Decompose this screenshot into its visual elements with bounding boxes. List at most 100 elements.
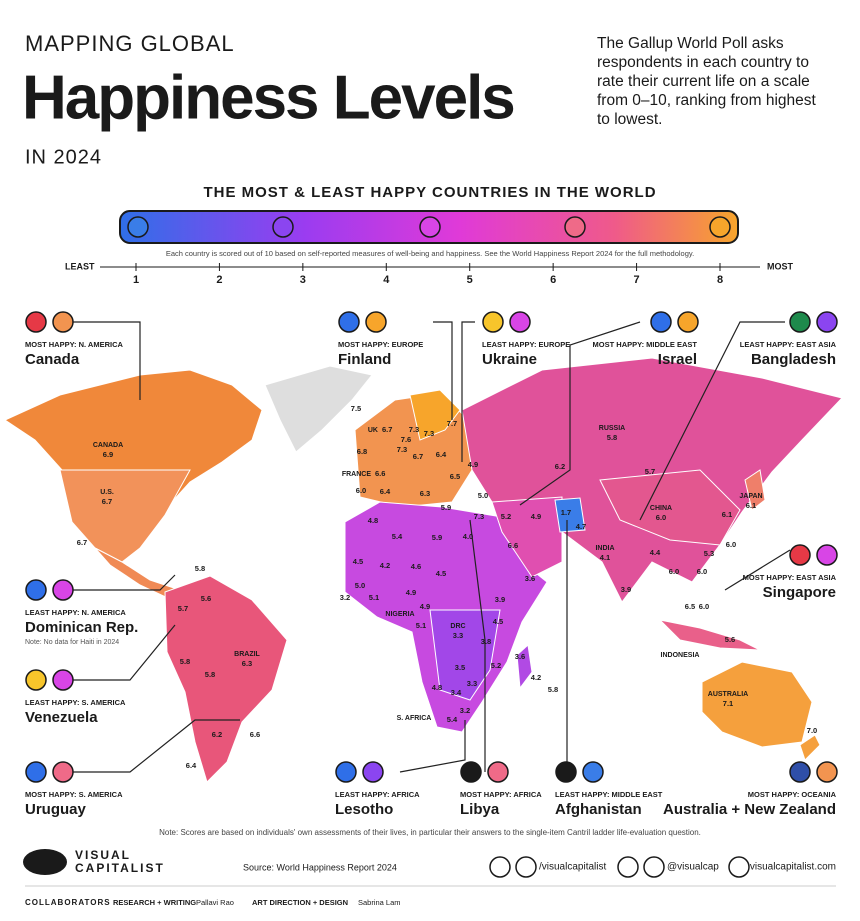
callout-name: Uruguay — [25, 801, 87, 818]
country-score: 4.5 — [353, 557, 363, 566]
callout-tag: MOST HAPPY: EAST ASIA — [743, 573, 837, 582]
callout-tag: LEAST HAPPY: EUROPE — [482, 340, 570, 349]
country-score: 3.3 — [467, 679, 477, 688]
country-score: 3.9 — [495, 595, 505, 604]
country-label: U.S. — [100, 489, 114, 496]
flag-icon — [25, 761, 47, 783]
callout-name: Libya — [460, 801, 500, 818]
country-score: 6.3 — [242, 659, 252, 668]
country-score: 6.7 — [413, 452, 423, 461]
flag-icon — [460, 761, 482, 783]
country-score: 6.1 — [722, 510, 732, 519]
country-label: S. AFRICA — [397, 715, 432, 722]
country-score: 4.9 — [420, 602, 430, 611]
callout-tag: MOST HAPPY: MIDDLE EAST — [593, 340, 698, 349]
country-score: 5.8 — [607, 433, 617, 442]
description-line: to lowest. — [597, 111, 662, 128]
site: visualcapitalist.com — [750, 862, 836, 873]
country-score: 3.9 — [621, 585, 631, 594]
country-label: FRANCE — [342, 471, 371, 478]
country-score: 7.7 — [447, 419, 457, 428]
callout-tag: LEAST HAPPY: MIDDLE EAST — [555, 790, 663, 799]
callout-tag: LEAST HAPPY: EAST ASIA — [740, 340, 837, 349]
country-score: 6.0 — [699, 602, 709, 611]
country-score: 7.6 — [401, 435, 411, 444]
flag-icon — [482, 311, 504, 333]
callout-tag: LEAST HAPPY: N. AMERICA — [25, 608, 126, 617]
country-score: 4.8 — [368, 516, 378, 525]
tick-label: 6 — [550, 274, 556, 286]
country-score: 5.8 — [205, 670, 215, 679]
country-score: 6.0 — [697, 567, 707, 576]
callout-name: Lesotho — [335, 801, 393, 818]
country-score: 6.7 — [77, 538, 87, 547]
tick-label: 4 — [383, 274, 390, 286]
scale-title: THE MOST & LEAST HAPPY COUNTRIES IN THE … — [203, 184, 656, 201]
face-icon — [816, 544, 838, 566]
country-score: 7.3 — [409, 425, 419, 434]
country-score: 6.1 — [746, 501, 756, 510]
leader-lines — [70, 321, 791, 773]
country-score: 7.1 — [723, 699, 733, 708]
country-score: 3.6 — [525, 574, 535, 583]
callout-name: Ukraine — [482, 351, 537, 368]
tick-label: 7 — [634, 274, 640, 286]
face-icon — [487, 761, 509, 783]
subtitle: IN 2024 — [25, 146, 102, 168]
role: RESEARCH + WRITING — [113, 898, 196, 907]
country-score: 4.9 — [468, 460, 478, 469]
flag-icon — [789, 544, 811, 566]
country-label: NIGERIA — [385, 611, 414, 618]
flag-icon — [25, 311, 47, 333]
country-score: 5.7 — [645, 467, 655, 476]
country-score: 6.0 — [656, 513, 666, 522]
callout-name: Dominican Rep. — [25, 619, 138, 636]
country-score: 5.9 — [441, 503, 451, 512]
country-label: DRC — [450, 623, 465, 630]
country-score: 7.3 — [424, 429, 434, 438]
country-score: 7.3 — [474, 512, 484, 521]
tick-label: 2 — [216, 274, 222, 286]
face-icon — [582, 761, 604, 783]
country-label: INDIA — [595, 545, 614, 552]
social-icons — [489, 856, 750, 878]
country-label: AUSTRALIA — [708, 691, 748, 698]
country-score: 5.3 — [704, 549, 714, 558]
flag-icon — [335, 761, 357, 783]
country-score: 4.6 — [411, 562, 421, 571]
country-label: RUSSIA — [599, 425, 625, 432]
flag-icon — [338, 311, 360, 333]
country-score: 4.2 — [380, 561, 390, 570]
person: Pallavi Rao — [196, 898, 234, 907]
country-score: 6.4 — [186, 761, 197, 770]
country-score: 6.7 — [382, 425, 392, 434]
logo-mark — [23, 849, 67, 875]
country-score: 7.0 — [807, 726, 817, 735]
country-score: 5.6 — [201, 594, 211, 603]
country-score: 6.5 — [450, 472, 460, 481]
country-score: 5.4 — [447, 715, 458, 724]
country-score: 5.0 — [355, 581, 365, 590]
country-score: 5.6 — [725, 635, 735, 644]
country-score: 3.8 — [481, 637, 491, 646]
country-score: 5.8 — [195, 564, 205, 573]
handle: /visualcapitalist — [539, 862, 606, 873]
country-score: 4.7 — [576, 522, 586, 531]
callout-tag: MOST HAPPY: EUROPE — [338, 340, 423, 349]
country-score: 6.0 — [669, 567, 679, 576]
callout-tag: MOST HAPPY: AFRICA — [460, 790, 542, 799]
callout-note: Note: No data for Haiti in 2024 — [25, 639, 119, 646]
callout-tag: MOST HAPPY: OCEANIA — [748, 790, 837, 799]
country-label: CHINA — [650, 505, 672, 512]
flag-icon — [789, 311, 811, 333]
most-label: MOST — [767, 261, 794, 271]
country-label: JAPAN — [739, 493, 762, 500]
callout-name: Finland — [338, 351, 391, 368]
country-score: 6.6 — [250, 730, 260, 739]
flag-icon — [789, 761, 811, 783]
country-score: 3.5 — [455, 663, 465, 672]
country-score: 6.0 — [356, 486, 366, 495]
country-score: 6.6 — [508, 541, 518, 550]
country-score: 3.3 — [453, 631, 463, 640]
